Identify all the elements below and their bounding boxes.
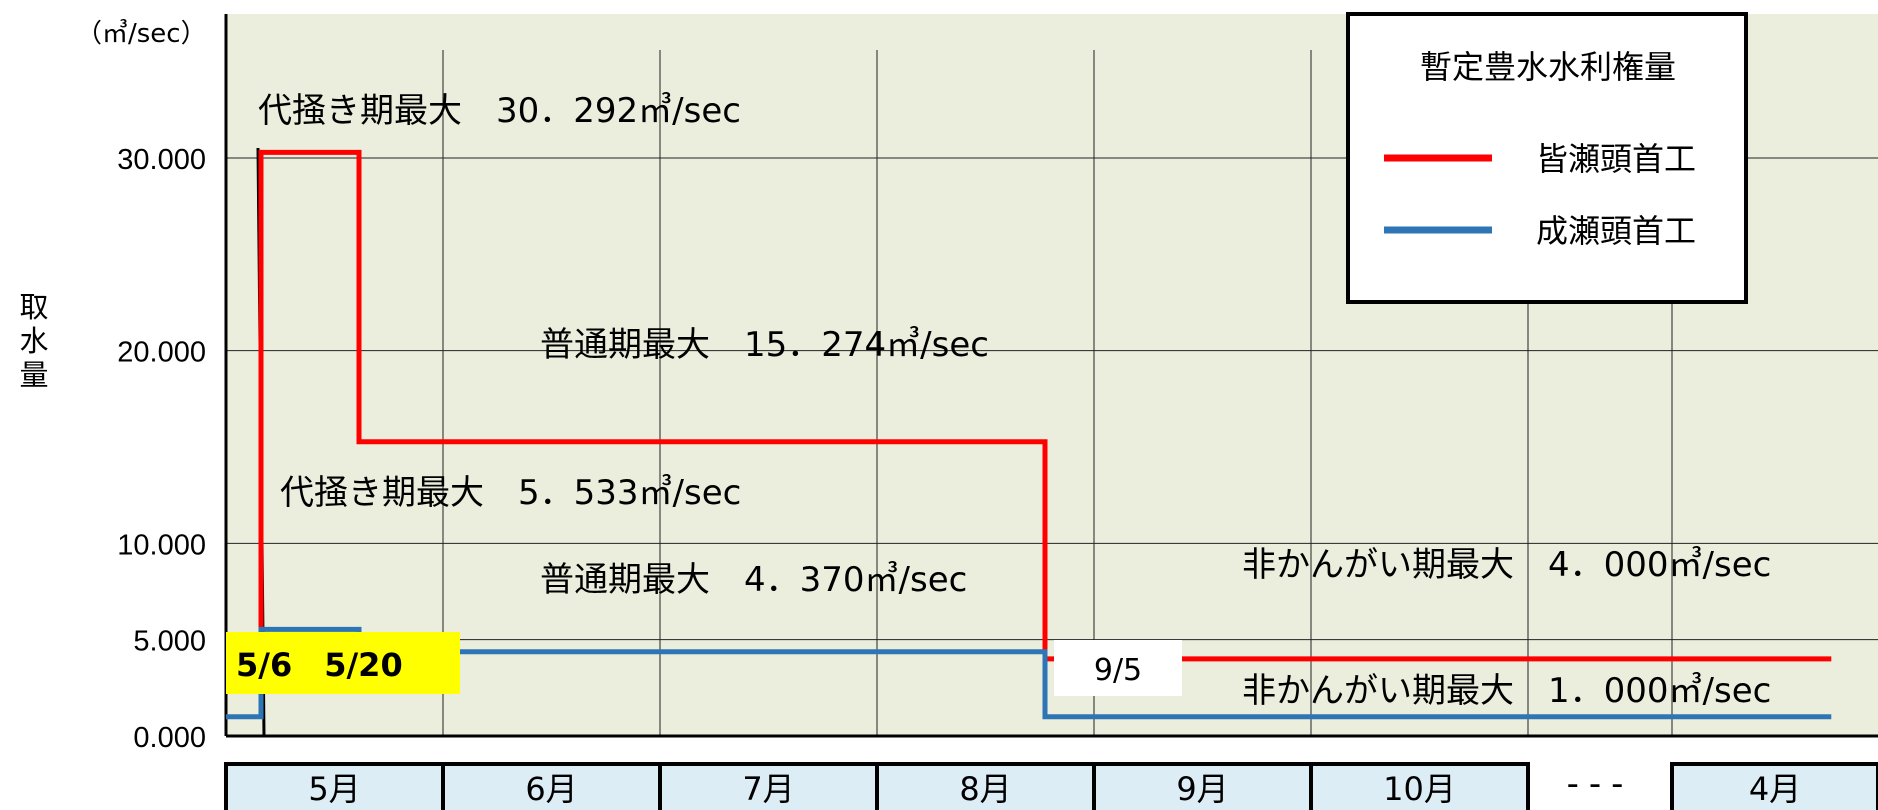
y-axis-label-char-1: 取 xyxy=(19,290,49,324)
y-tick-label: 10.000 xyxy=(117,529,206,561)
month-label: 5月 xyxy=(308,770,360,808)
month-cell xyxy=(875,762,1096,810)
y-unit-label: （㎥/sec） xyxy=(76,19,207,49)
date-box-2 xyxy=(1054,640,1182,696)
y-axis-label-char-2: 水 xyxy=(19,324,49,358)
date-box-1-label: 5/6 5/20 xyxy=(236,646,403,684)
date-box-1 xyxy=(226,632,460,694)
month-gap-label: --- xyxy=(1567,764,1634,804)
y-axis-label-char-3: 量 xyxy=(19,358,49,392)
data-annotation: 非かんがい期最大 4．000㎥/sec xyxy=(1242,545,1771,585)
month-label: 10月 xyxy=(1383,770,1456,808)
y-tick-label: 5.000 xyxy=(133,626,206,658)
month-label: 8月 xyxy=(959,770,1011,808)
y-tick-label: 30.000 xyxy=(117,144,206,176)
legend-entry-label: 成瀬頭首工 xyxy=(1536,212,1696,250)
y-axis-label: 取 水 量 xyxy=(12,290,56,392)
legend-title: 暫定豊水水利権量 xyxy=(1420,48,1676,86)
data-annotation: 代掻き期最大 30．292㎥/sec xyxy=(258,91,741,131)
month-cell xyxy=(1309,762,1530,810)
y-tick-label: 20.000 xyxy=(117,337,206,369)
data-annotation: 非かんがい期最大 1．000㎥/sec xyxy=(1242,671,1771,711)
series-line-1 xyxy=(226,149,1832,662)
month-label: 6月 xyxy=(525,770,577,808)
month-cell xyxy=(1670,762,1878,810)
month-label: 7月 xyxy=(742,770,794,808)
y-tick-label: 0.000 xyxy=(133,722,206,754)
month-cell xyxy=(441,762,662,810)
month-label: 4月 xyxy=(1749,770,1801,808)
data-annotation: 普通期最大 15．274㎥/sec xyxy=(540,325,989,365)
month-label: 9月 xyxy=(1176,770,1228,808)
data-annotation: 普通期最大 4．370㎥/sec xyxy=(540,560,967,600)
legend-entry-label: 皆瀬頭首工 xyxy=(1536,140,1696,178)
month-axis: 5月 6月 7月 8月 9月 10月 --- 4月 xyxy=(224,762,1878,810)
data-annotation: 代掻き期最大 5．533㎥/sec xyxy=(280,473,741,513)
date-box-2-label: 9/5 xyxy=(1094,653,1142,688)
